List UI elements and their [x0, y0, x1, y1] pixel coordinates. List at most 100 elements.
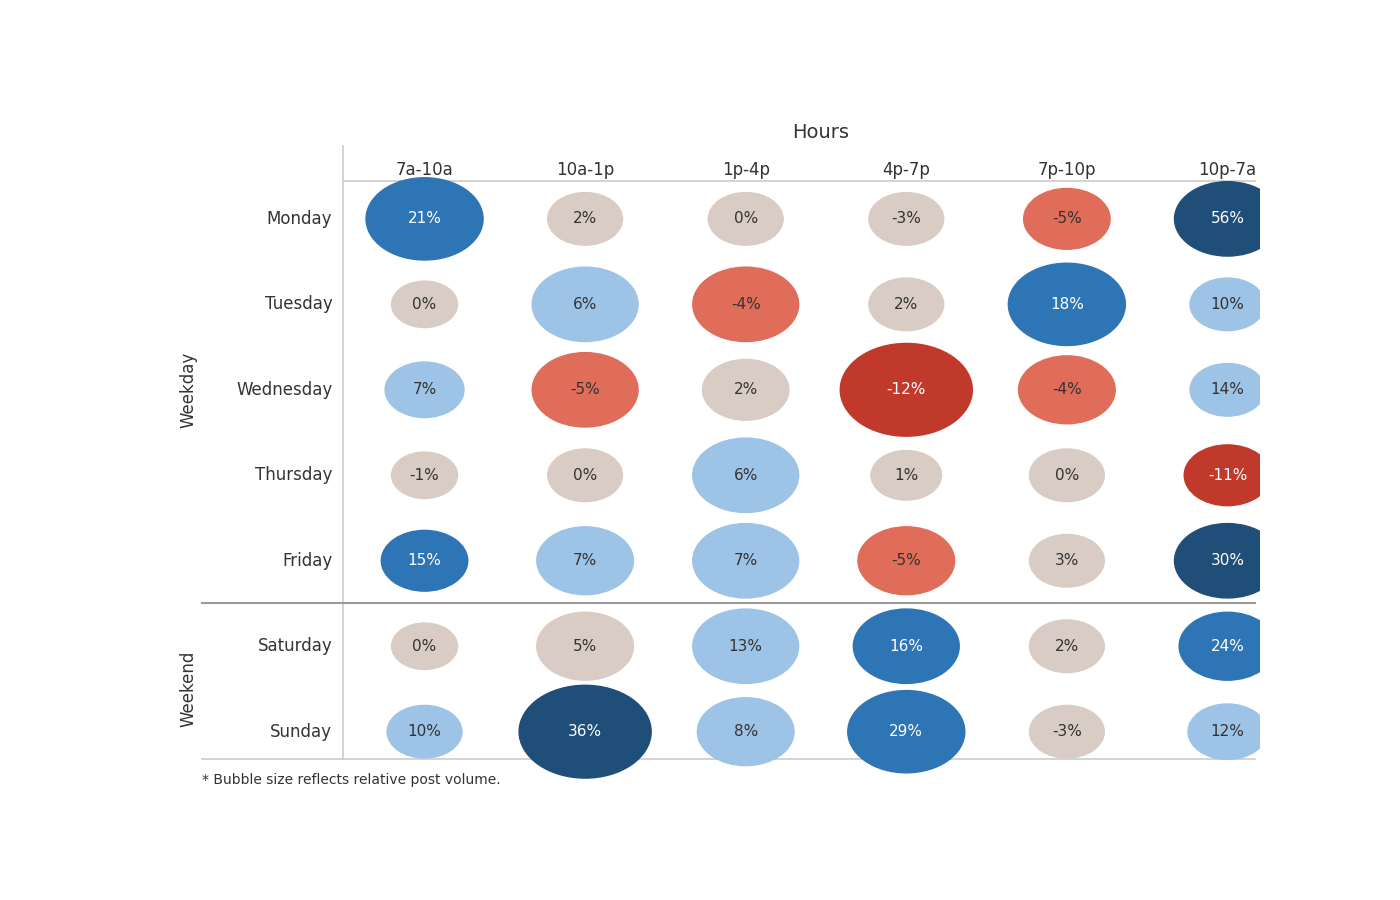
Ellipse shape: [1175, 182, 1281, 256]
Ellipse shape: [1175, 524, 1281, 598]
Text: 0%: 0%: [734, 212, 757, 227]
Ellipse shape: [854, 609, 959, 683]
Ellipse shape: [392, 281, 458, 328]
Ellipse shape: [693, 609, 798, 683]
Ellipse shape: [840, 344, 973, 436]
Text: Weekend: Weekend: [179, 651, 197, 727]
Ellipse shape: [536, 526, 633, 595]
Text: 18%: 18%: [1050, 297, 1084, 312]
Ellipse shape: [697, 698, 794, 766]
Ellipse shape: [392, 623, 458, 670]
Ellipse shape: [547, 193, 623, 245]
Ellipse shape: [1029, 449, 1105, 501]
Text: 0%: 0%: [573, 468, 598, 482]
Text: 2%: 2%: [1054, 639, 1079, 653]
Ellipse shape: [693, 524, 798, 598]
Text: 10a-1p: 10a-1p: [556, 161, 615, 179]
Ellipse shape: [536, 612, 633, 680]
Ellipse shape: [869, 278, 944, 330]
Ellipse shape: [1008, 263, 1126, 346]
Text: 0%: 0%: [1054, 468, 1079, 482]
Ellipse shape: [693, 267, 798, 341]
Text: -11%: -11%: [1208, 468, 1247, 482]
Text: 10p-7a: 10p-7a: [1198, 161, 1257, 179]
Text: Weekday: Weekday: [179, 352, 197, 428]
Text: 7a-10a: 7a-10a: [396, 161, 454, 179]
Ellipse shape: [1023, 188, 1110, 249]
Text: 29%: 29%: [889, 724, 923, 739]
Ellipse shape: [365, 178, 483, 260]
Ellipse shape: [1029, 535, 1105, 587]
Ellipse shape: [381, 530, 468, 591]
Ellipse shape: [1189, 704, 1267, 760]
Text: Friday: Friday: [281, 552, 332, 570]
Ellipse shape: [1190, 278, 1264, 330]
Ellipse shape: [693, 438, 798, 512]
Text: -1%: -1%: [410, 468, 440, 482]
Ellipse shape: [519, 685, 651, 778]
Text: 36%: 36%: [568, 724, 602, 739]
Ellipse shape: [858, 526, 955, 595]
Ellipse shape: [848, 690, 965, 773]
Text: 7%: 7%: [573, 554, 598, 568]
Text: -12%: -12%: [886, 382, 925, 397]
Text: 24%: 24%: [1211, 639, 1245, 653]
Ellipse shape: [385, 362, 463, 418]
Text: 10%: 10%: [1211, 297, 1245, 312]
Text: 4p-7p: 4p-7p: [882, 161, 930, 179]
Text: 12%: 12%: [1211, 724, 1245, 739]
Text: -4%: -4%: [731, 297, 760, 312]
Text: 2%: 2%: [573, 212, 598, 227]
Text: Monday: Monday: [267, 210, 332, 228]
Text: -5%: -5%: [1051, 212, 1082, 227]
Text: 6%: 6%: [734, 468, 757, 482]
Text: 10%: 10%: [407, 724, 441, 739]
Text: -3%: -3%: [1051, 724, 1082, 739]
Ellipse shape: [1029, 620, 1105, 672]
Text: 0%: 0%: [413, 639, 437, 653]
Ellipse shape: [392, 452, 458, 499]
Text: Thursday: Thursday: [255, 466, 332, 484]
Text: 7p-10p: 7p-10p: [1037, 161, 1096, 179]
Text: Sunday: Sunday: [270, 723, 332, 741]
Text: 13%: 13%: [729, 639, 763, 653]
Text: * Bubble size reflects relative post volume.: * Bubble size reflects relative post vol…: [202, 773, 501, 788]
Text: Wednesday: Wednesday: [237, 381, 332, 399]
Text: 5%: 5%: [573, 639, 598, 653]
Text: 7%: 7%: [413, 382, 437, 397]
Ellipse shape: [547, 449, 623, 501]
Text: 16%: 16%: [889, 639, 923, 653]
Text: 2%: 2%: [734, 382, 757, 397]
Text: 1%: 1%: [895, 468, 918, 482]
Text: 8%: 8%: [734, 724, 757, 739]
Text: -3%: -3%: [892, 212, 921, 227]
Ellipse shape: [1179, 612, 1275, 680]
Ellipse shape: [388, 706, 462, 758]
Ellipse shape: [1019, 356, 1116, 424]
Text: 14%: 14%: [1211, 382, 1245, 397]
Ellipse shape: [871, 451, 942, 500]
Text: -4%: -4%: [1051, 382, 1082, 397]
Text: 0%: 0%: [413, 297, 437, 312]
Text: 7%: 7%: [734, 554, 757, 568]
Text: 3%: 3%: [1054, 554, 1079, 568]
Ellipse shape: [1029, 706, 1105, 758]
Ellipse shape: [869, 193, 944, 245]
Text: 56%: 56%: [1211, 212, 1245, 227]
Text: 30%: 30%: [1211, 554, 1245, 568]
Text: Hours: Hours: [792, 122, 848, 142]
Text: -5%: -5%: [892, 554, 921, 568]
Text: 15%: 15%: [407, 554, 441, 568]
Ellipse shape: [532, 267, 638, 341]
Text: 21%: 21%: [407, 212, 441, 227]
Text: Tuesday: Tuesday: [265, 295, 332, 313]
Ellipse shape: [532, 353, 638, 427]
Text: 2%: 2%: [895, 297, 918, 312]
Text: Saturday: Saturday: [258, 637, 332, 655]
Text: 6%: 6%: [573, 297, 598, 312]
Text: 1p-4p: 1p-4p: [722, 161, 770, 179]
Text: -5%: -5%: [570, 382, 601, 397]
Ellipse shape: [1190, 364, 1264, 416]
Ellipse shape: [1184, 445, 1271, 506]
Ellipse shape: [708, 193, 783, 245]
